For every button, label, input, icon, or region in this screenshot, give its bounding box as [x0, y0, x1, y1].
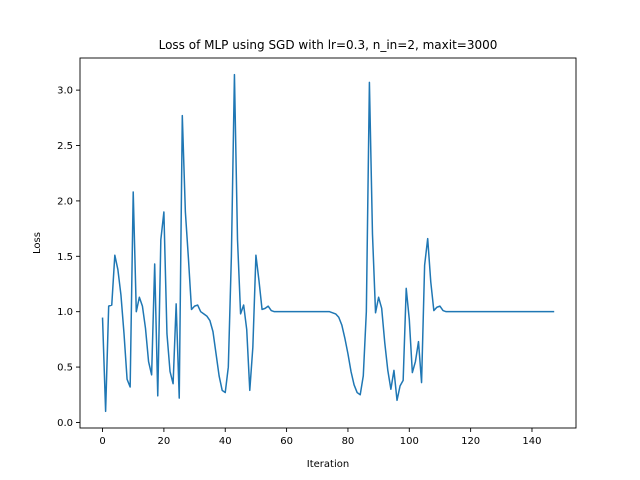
x-tick-label: 140: [522, 436, 541, 447]
plot-area: [80, 58, 576, 428]
x-tick-label: 120: [461, 436, 480, 447]
x-tick-label: 60: [280, 436, 293, 447]
x-tick-label: 80: [342, 436, 355, 447]
x-tick-label: 20: [158, 436, 171, 447]
y-tick-label: 2.5: [57, 141, 73, 152]
x-tick-label: 40: [219, 436, 232, 447]
chart-title: Loss of MLP using SGD with lr=0.3, n_in=…: [159, 38, 498, 52]
y-tick-label: 1.0: [57, 307, 73, 318]
x-axis-label: Iteration: [307, 459, 349, 470]
y-tick-label: 0.5: [57, 363, 73, 374]
y-tick-label: 2.0: [57, 196, 73, 207]
loss-series-line: [101, 73, 555, 413]
x-tick-label: 0: [99, 436, 105, 447]
y-axis-ticks: 0.0 0.5 1.0 1.5 2.0 2.5 3.0: [57, 86, 80, 429]
plot-frame: [79, 57, 577, 429]
y-axis-label: Loss: [32, 232, 43, 254]
series-layer: [101, 73, 555, 413]
x-axis-ticks: 0 20 40 60 80 100 120 140: [99, 428, 542, 447]
y-tick-label: 0.0: [57, 418, 73, 429]
y-tick-label: 3.0: [57, 86, 73, 97]
y-tick-label: 1.5: [57, 252, 73, 263]
x-tick-label: 100: [400, 436, 419, 447]
